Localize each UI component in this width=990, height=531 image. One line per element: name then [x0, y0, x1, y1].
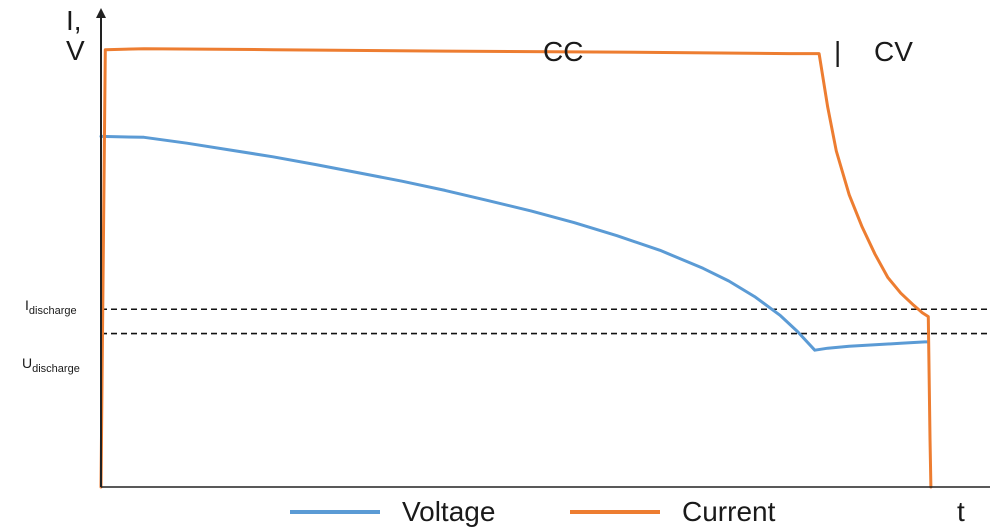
series-line-voltage	[99, 134, 930, 352]
y-axis-arrow-icon	[96, 8, 106, 18]
voltage-threshold-label: Udischarge	[22, 355, 80, 375]
legend-current-label: Current	[682, 496, 776, 527]
legend-voltage-swatch	[290, 510, 380, 514]
legend-voltage-label: Voltage	[402, 496, 496, 527]
x-axis-label: t	[957, 496, 965, 527]
phase-label-cv: CV	[874, 36, 913, 67]
phase-label-cc: CC	[543, 36, 584, 67]
series-line-current	[99, 47, 933, 489]
current-threshold-label: Idischarge	[25, 297, 77, 317]
y-axis-label: I, V	[66, 5, 85, 66]
phase-divider-marker: |	[834, 36, 842, 67]
legend-voltage: Voltage	[290, 496, 495, 528]
legend-current-swatch	[570, 510, 660, 514]
legend-current: Current	[570, 496, 775, 528]
